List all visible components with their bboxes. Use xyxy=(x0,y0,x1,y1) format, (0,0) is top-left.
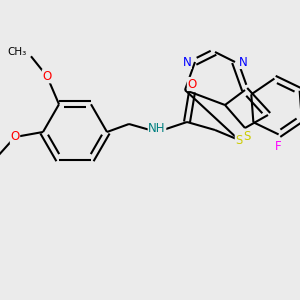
Text: O: O xyxy=(11,130,20,143)
Text: CH₃: CH₃ xyxy=(8,47,27,57)
Text: NH: NH xyxy=(148,122,166,136)
Text: S: S xyxy=(243,130,251,142)
Text: F: F xyxy=(275,140,282,153)
Text: S: S xyxy=(235,134,243,146)
Text: N: N xyxy=(238,56,247,68)
Text: N: N xyxy=(183,56,191,68)
Text: O: O xyxy=(42,70,52,83)
Text: O: O xyxy=(188,77,196,91)
